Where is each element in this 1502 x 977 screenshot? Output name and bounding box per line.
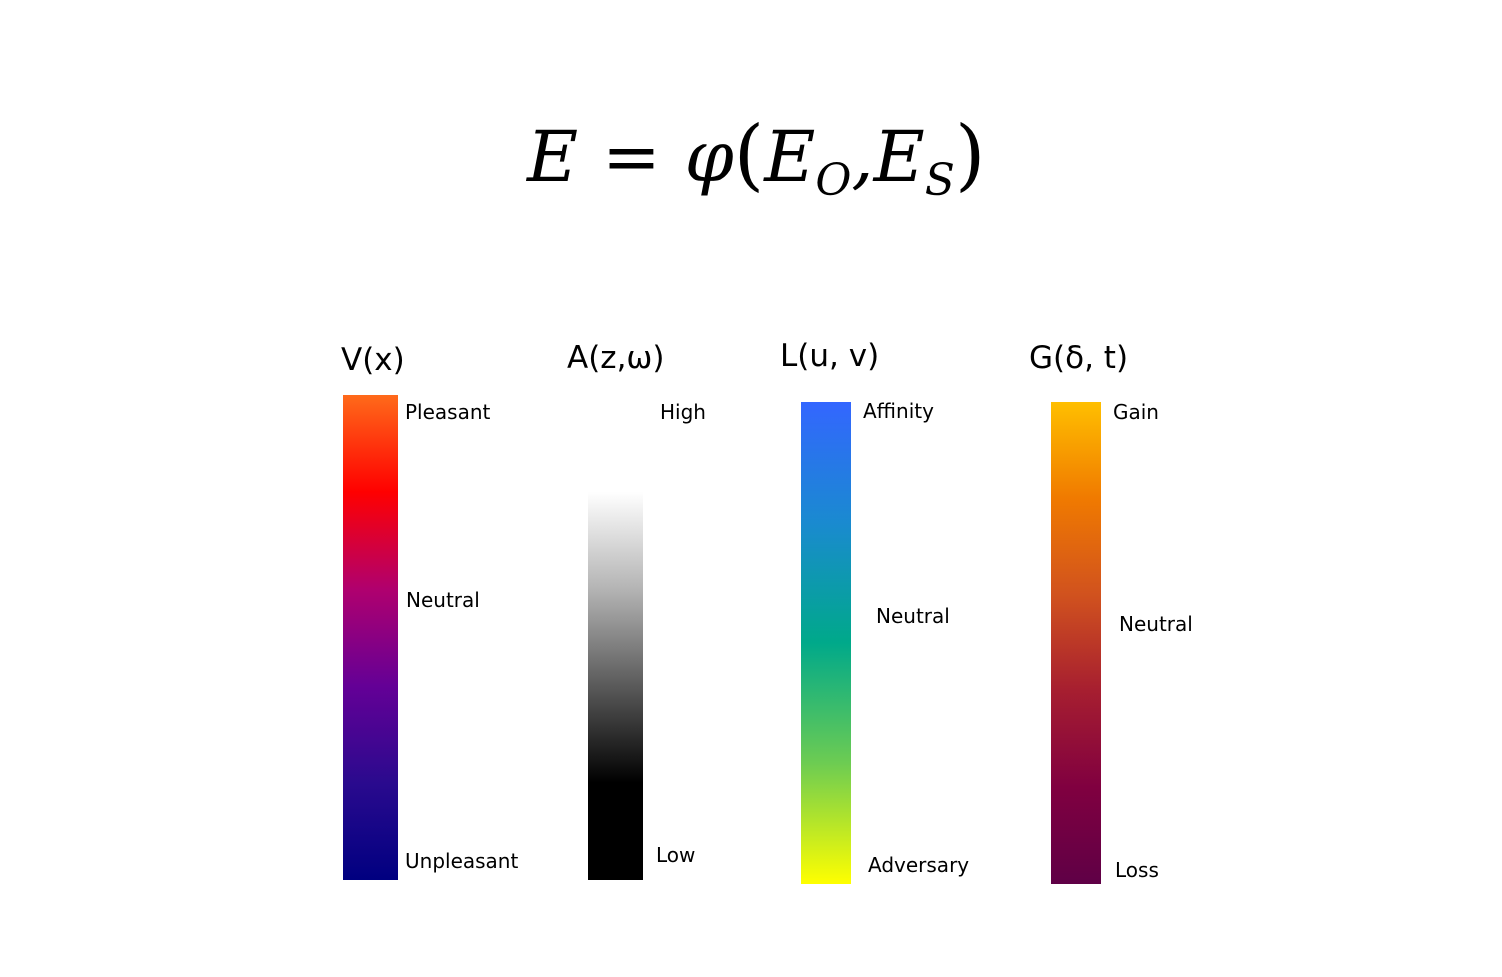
scale-g-bottom-label: Loss: [1115, 858, 1159, 882]
equation-function: φ: [684, 116, 734, 198]
scale-a-colorbar: [588, 395, 643, 880]
equation-equals: =: [602, 116, 661, 198]
scale-v-colorbar: [343, 395, 398, 880]
scale-g-mid-label: Neutral: [1119, 612, 1193, 636]
scale-v-top-label: Pleasant: [405, 400, 491, 424]
scale-l-bottom-label: Adversary: [868, 853, 970, 877]
scale-l-top-label: Affinity: [863, 399, 934, 423]
scale-l-title: L(u, v): [780, 338, 880, 374]
scale-v-title: V(x): [341, 342, 405, 378]
scale-v-mid-label: Neutral: [406, 588, 480, 612]
equation: E = φ(EO,ES): [527, 105, 985, 205]
scale-a-bottom-label: Low: [656, 843, 696, 867]
equation-lhs: E: [527, 116, 579, 198]
scale-a-top-label: High: [660, 400, 706, 424]
equation-arg2-sub: S: [924, 155, 955, 206]
scale-a-title: A(z,ω): [567, 340, 665, 376]
scale-l-mid-label: Neutral: [876, 604, 950, 628]
equation-arg2-base: E: [873, 116, 925, 198]
equation-open-paren: (: [733, 110, 765, 200]
equation-arg1-base: E: [764, 116, 816, 198]
scale-v-bottom-label: Unpleasant: [405, 849, 519, 873]
scale-l-colorbar: [801, 402, 851, 884]
scale-g-title: G(δ, t): [1029, 340, 1129, 376]
scale-g-top-label: Gain: [1113, 400, 1159, 424]
equation-comma: ,: [851, 116, 874, 198]
equation-close-paren: ): [954, 110, 986, 200]
scale-g-colorbar: [1051, 402, 1101, 884]
equation-arg1-sub: O: [815, 155, 852, 206]
